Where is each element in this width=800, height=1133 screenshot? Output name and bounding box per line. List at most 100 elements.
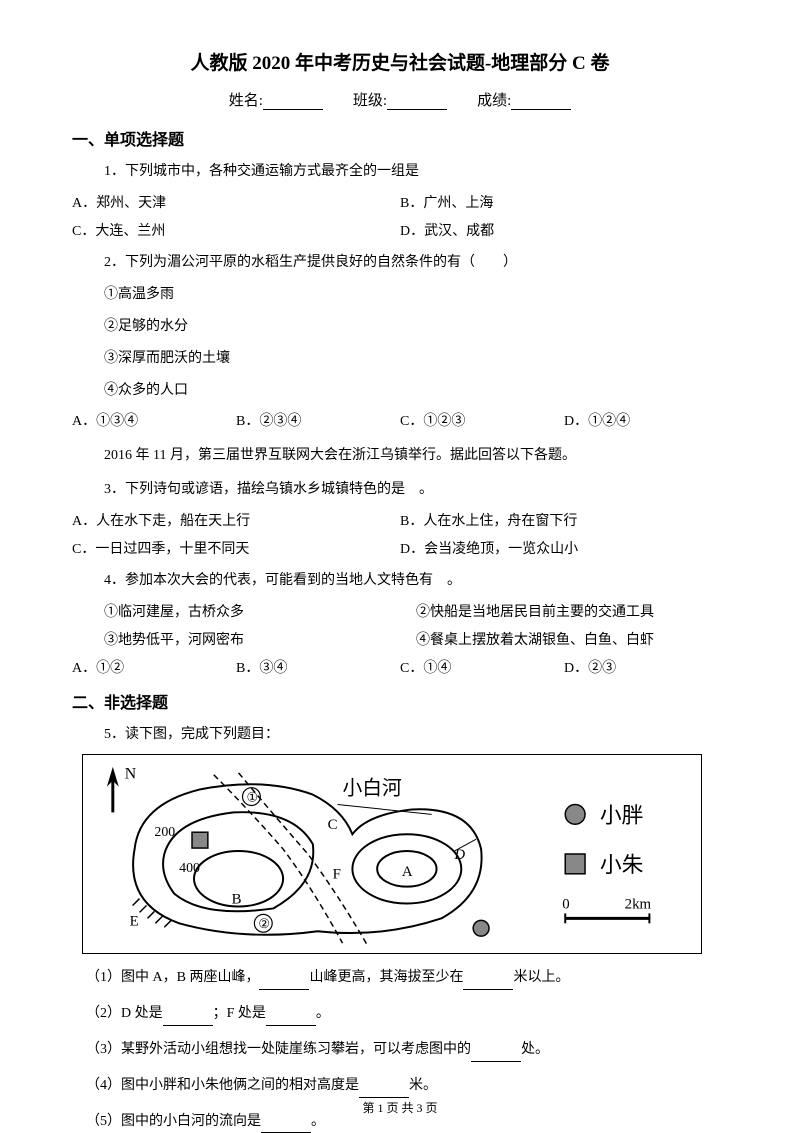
q1-optB: B．广州、上海 (400, 192, 728, 216)
q3-optC: C．一日过四季，十里不同天 (72, 538, 400, 562)
score-label: 成绩: (477, 93, 511, 109)
contour-400-label: 400 (179, 860, 200, 875)
sq2c: 。 (316, 1006, 330, 1021)
q4-optC: C．①④ (400, 657, 564, 681)
page-title: 人教版 2020 年中考历史与社会试题-地理部分 C 卷 (72, 48, 728, 75)
section2-heading: 二、非选择题 (72, 689, 728, 713)
pt-F: F (333, 867, 341, 883)
header-fields: 姓名: 班级: 成绩: (72, 89, 728, 110)
q4-c2: ②快船是当地居民目前主要的交通工具 (416, 601, 728, 625)
legend-xz: 小朱 (600, 853, 644, 877)
q3-opts-row1: A．人在水下走，船在天上行 B．人在水上住，舟在窗下行 (72, 510, 728, 534)
sq1-blank2[interactable] (463, 976, 513, 990)
context-text: 2016 年 11 月，第三届世界互联网大会在浙江乌镇举行。据此回答以下各题。 (104, 444, 728, 468)
scale-2km: 2km (625, 897, 652, 913)
pt-A: A (402, 864, 413, 880)
sq3b: 处。 (521, 1042, 549, 1057)
q1-optD: D．武汉、成都 (400, 220, 728, 244)
q2-c2: ②足够的水分 (104, 315, 728, 339)
q2-num: 2． (104, 255, 125, 270)
river-label: 小白河 (342, 778, 402, 800)
page-footer: 第 1 页 共 3 页 (0, 1099, 800, 1116)
sq2-blank1[interactable] (163, 1012, 213, 1026)
pt-D: D (453, 847, 465, 863)
xp-marker-icon (473, 921, 489, 937)
pt-C: C (328, 818, 338, 834)
q5-sq2: （2）D 处是 ；F 处是 。 (86, 1002, 728, 1026)
class-blank[interactable] (387, 94, 447, 110)
q1-text: 1．下列城市中，各种交通运输方式最齐全的一组是 (104, 160, 728, 184)
q3-body: 下列诗句或谚语，描绘乌镇水乡城镇特色的是 。 (125, 482, 433, 497)
q3-optD: D．会当凌绝顶，一览众山小 (400, 538, 728, 562)
q3-text: 3．下列诗句或谚语，描绘乌镇水乡城镇特色的是 。 (104, 478, 728, 502)
sq1-blank1[interactable] (259, 976, 309, 990)
class-label: 班级: (353, 93, 387, 109)
sq2a: （2）D 处是 (86, 1006, 163, 1021)
q4-c3: ③地势低平，河网密布 (104, 629, 416, 653)
pt-E: E (130, 914, 139, 930)
sq3a: （3）某野外活动小组想找一处陡崖练习攀岩，可以考虑图中的 (86, 1042, 471, 1057)
sq4a: （4）图中小胖和小朱他俩之间的相对高度是 (86, 1078, 359, 1093)
q3-optB: B．人在水上住，舟在窗下行 (400, 510, 728, 534)
name-blank[interactable] (263, 94, 323, 110)
q3-optA: A．人在水下走，船在天上行 (72, 510, 400, 534)
legend-xz-icon (565, 854, 585, 874)
num1: ① (246, 791, 258, 805)
legend-xp-icon (565, 805, 585, 825)
q5-text: 5．读下图，完成下列题目： (104, 723, 728, 747)
q4-opts: A．①② B．③④ C．①④ D．②③ (72, 657, 728, 681)
q4-cond-row2: ③地势低平，河网密布 ④餐桌上摆放着太湖银鱼、白鱼、白虾 (104, 629, 728, 653)
sq2-blank2[interactable] (266, 1012, 316, 1026)
q2-body: 下列为湄公河平原的水稻生产提供良好的自然条件的有（ ） (125, 255, 517, 270)
score-blank[interactable] (511, 94, 571, 110)
q4-optD: D．②③ (564, 657, 728, 681)
sq3-blank[interactable] (471, 1048, 521, 1062)
q5-num: 5． (104, 727, 125, 742)
pt-B: B (232, 892, 242, 908)
map-svg: N 小白河 200 400 A B C D E (83, 755, 701, 953)
north-arrow-icon: N (107, 766, 137, 813)
contour-map: N 小白河 200 400 A B C D E (82, 754, 702, 954)
sq2b: ；F 处是 (213, 1006, 266, 1021)
q3-opts-row2: C．一日过四季，十里不同天 D．会当凌绝顶，一览众山小 (72, 538, 728, 562)
q1-optA: A．郑州、天津 (72, 192, 400, 216)
q2-c3: ③深厚而肥沃的土壤 (104, 347, 728, 371)
scale-0: 0 (562, 897, 569, 913)
q4-optB: B．③④ (236, 657, 400, 681)
sq1b: 山峰更高，其海拔至少在 (309, 970, 463, 985)
q2-text: 2．下列为湄公河平原的水稻生产提供良好的自然条件的有（ ） (104, 251, 728, 275)
q1-opts-row2: C．大连、兰州 D．武汉、成都 (72, 220, 728, 244)
q1-body: 下列城市中，各种交通运输方式最齐全的一组是 (125, 164, 419, 179)
q2-c1: ①高温多雨 (104, 283, 728, 307)
contour-200-label: 200 (154, 825, 175, 840)
q4-c1: ①临河建屋，古桥众多 (104, 601, 416, 625)
legend-xp: 小胖 (600, 804, 644, 828)
section1-heading: 一、单项选择题 (72, 126, 728, 150)
q1-num: 1． (104, 164, 125, 179)
q2-optA: A．①③④ (72, 410, 236, 434)
sq4-blank[interactable] (359, 1084, 409, 1098)
q5-sq3: （3）某野外活动小组想找一处陡崖练习攀岩，可以考虑图中的 处。 (86, 1038, 728, 1062)
sq1a: （1）图中 A，B 两座山峰， (86, 970, 259, 985)
sq5-blank[interactable] (261, 1119, 311, 1133)
q4-cond-row1: ①临河建屋，古桥众多 ②快船是当地居民目前主要的交通工具 (104, 601, 728, 625)
sq4b: 米。 (409, 1078, 437, 1093)
q4-c4: ④餐桌上摆放着太湖银鱼、白鱼、白虾 (416, 629, 728, 653)
q2-opts: A．①③④ B．②③④ C．①②③ D．①②④ (72, 410, 728, 434)
q2-optC: C．①②③ (400, 410, 564, 434)
q3-num: 3． (104, 482, 125, 497)
q2-optD: D．①②④ (564, 410, 728, 434)
q4-text: 4．参加本次大会的代表，可能看到的当地人文特色有 。 (104, 569, 728, 593)
name-label: 姓名: (229, 93, 263, 109)
q1-optC: C．大连、兰州 (72, 220, 400, 244)
q4-num: 4． (104, 573, 125, 588)
q5-body: 读下图，完成下列题目： (125, 727, 279, 742)
num2: ② (258, 918, 270, 932)
q5-sq4: （4）图中小胖和小朱他俩之间的相对高度是 米。 (86, 1074, 728, 1098)
north-label: N (125, 766, 137, 783)
q2-c4: ④众多的人口 (104, 379, 728, 403)
q5-sq1: （1）图中 A，B 两座山峰，山峰更高，其海拔至少在米以上。 (86, 966, 728, 990)
q1-opts-row1: A．郑州、天津 B．广州、上海 (72, 192, 728, 216)
q4-body: 参加本次大会的代表，可能看到的当地人文特色有 。 (125, 573, 461, 588)
q4-optA: A．①② (72, 657, 236, 681)
